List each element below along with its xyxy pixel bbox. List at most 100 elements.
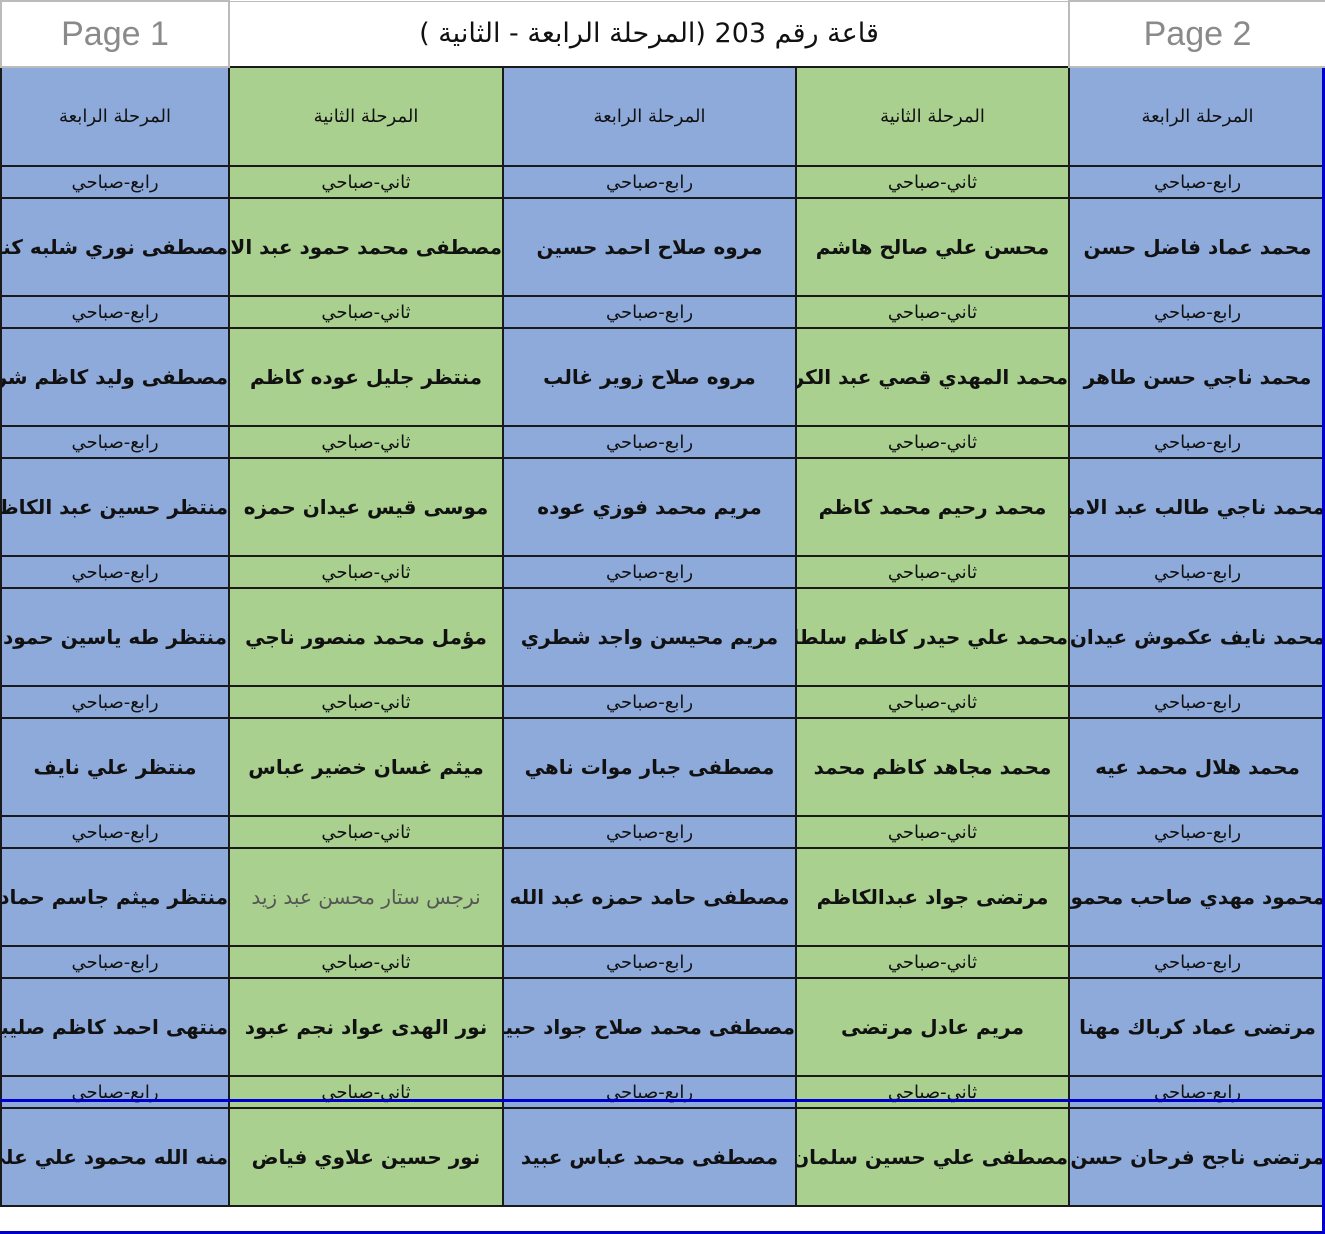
student-name-cell[interactable]: مصطفى محمد حمود عبد الامير (228, 197, 504, 297)
student-name-cell[interactable]: مصطفى محمد صلاح جواد حبيب (502, 977, 797, 1077)
stage-tag-cell[interactable]: رابع-صباحي (502, 555, 797, 589)
stage-tag-cell[interactable]: رابع-صباحي (502, 295, 797, 329)
page-1-watermark: Page 1 (0, 0, 230, 68)
student-name-cell[interactable]: منتظر حسين عبد الكاظم (0, 457, 230, 557)
stage-tag-cell[interactable]: رابع-صباحي (0, 295, 230, 329)
student-name-cell[interactable]: موسى قيس عيدان حمزه (228, 457, 504, 557)
stage-tag-cell[interactable]: رابع-صباحي (0, 1075, 230, 1109)
student-name-cell[interactable]: مصطفى محمد عباس عبيد (502, 1107, 797, 1207)
student-name-cell[interactable]: مصطفى نوري شلبه كنزوع (0, 197, 230, 297)
student-name-cell[interactable]: مصطفى جبار موات ناهي (502, 717, 797, 817)
stage-tag-cell[interactable]: رابع-صباحي (0, 815, 230, 849)
stage-tag-cell[interactable]: ثاني-صباحي (795, 815, 1070, 849)
stage-tag-cell[interactable]: رابع-صباحي (502, 425, 797, 459)
column-header[interactable]: المرحلة الثانية (795, 66, 1070, 167)
stage-tag-cell[interactable]: ثاني-صباحي (228, 1075, 504, 1109)
student-name-cell[interactable]: منتظر جليل عوده كاظم (228, 327, 504, 427)
stage-tag-cell[interactable]: ثاني-صباحي (228, 165, 504, 199)
student-name-cell[interactable]: مريم محيسن واجد شطري (502, 587, 797, 687)
stage-tag-cell[interactable]: ثاني-صباحي (795, 685, 1070, 719)
page-break-line-bottom (0, 1231, 1325, 1234)
student-name-cell[interactable]: مريم عادل مرتضى (795, 977, 1070, 1077)
stage-tag-row: رابع-صباحي ثاني-صباحي رابع-صباحي ثاني-صباحي… (0, 165, 1325, 199)
sheet-title[interactable]: قاعة رقم 203 (المرحلة الرابعة - الثانية … (228, 0, 1070, 68)
stage-tag-row: رابع-صباحي ثاني-صباحي رابع-صباحي ثاني-صباحي… (0, 1075, 1325, 1109)
student-name-cell[interactable]: محمد المهدي قصي عبد الكريم (795, 327, 1070, 427)
stage-tag-cell[interactable]: رابع-صباحي (502, 685, 797, 719)
student-name-cell[interactable]: محمد هلال محمد عيه (1068, 717, 1325, 817)
stage-tag-cell[interactable]: ثاني-صباحي (228, 555, 504, 589)
stage-tag-cell[interactable]: رابع-صباحي (0, 425, 230, 459)
stage-tag-cell[interactable]: رابع-صباحي (0, 945, 230, 979)
stage-tag-cell[interactable]: ثاني-صباحي (795, 555, 1070, 589)
stage-tag-cell[interactable]: ثاني-صباحي (228, 685, 504, 719)
stage-tag-row: رابع-صباحي ثاني-صباحي رابع-صباحي ثاني-صباحي… (0, 555, 1325, 589)
student-name-cell[interactable]: منتهى احمد كاظم صليبي (0, 977, 230, 1077)
stage-tag-cell[interactable]: رابع-صباحي (502, 165, 797, 199)
student-name-cell[interactable]: نور الهدى عواد نجم عبود (228, 977, 504, 1077)
student-name-cell[interactable]: نور حسين علاوي فياض (228, 1107, 504, 1207)
student-name-cell[interactable]: مصطفى حامد حمزه عبد الله (502, 847, 797, 947)
stage-tag-row: رابع-صباحي ثاني-صباحي رابع-صباحي ثاني-صباحي… (0, 945, 1325, 979)
stage-tag-cell[interactable]: رابع-صباحي (1068, 295, 1325, 329)
header-row: المرحلة الرابعة المرحلة الثانية المرحلة ال… (0, 66, 1325, 167)
stage-tag-cell[interactable]: رابع-صباحي (502, 1075, 797, 1109)
student-name-cell[interactable]: مرتضى ناجح فرحان حسن (1068, 1107, 1325, 1207)
student-name-cell[interactable]: منه الله محمود علي علي (0, 1107, 230, 1207)
column-header[interactable]: المرحلة الرابعة (0, 66, 230, 167)
student-name-cell[interactable]: مروه صلاح زوير غالب (502, 327, 797, 427)
stage-tag-cell[interactable]: ثاني-صباحي (795, 165, 1070, 199)
stage-tag-cell[interactable]: رابع-صباحي (1068, 555, 1325, 589)
stage-tag-cell[interactable]: ثاني-صباحي (228, 295, 504, 329)
stage-tag-cell[interactable]: رابع-صباحي (502, 815, 797, 849)
stage-tag-cell[interactable]: رابع-صباحي (0, 555, 230, 589)
stage-tag-cell[interactable]: رابع-صباحي (1068, 815, 1325, 849)
stage-tag-cell[interactable]: رابع-صباحي (1068, 1075, 1325, 1109)
student-name-cell[interactable]: مرتضى عماد كرباك مهنا (1068, 977, 1325, 1077)
student-name-cell[interactable]: محمد ناجي حسن طاهر (1068, 327, 1325, 427)
stage-tag-cell[interactable]: ثاني-صباحي (795, 295, 1070, 329)
stage-tag-cell[interactable]: ثاني-صباحي (795, 425, 1070, 459)
student-name-cell[interactable]: مريم محمد فوزي عوده (502, 457, 797, 557)
student-name-cell[interactable]: محمود مهدي صاحب محمود (1068, 847, 1325, 947)
student-row: محمود مهدي صاحب محمود مرتضى جواد عبدالكاظ… (0, 847, 1325, 947)
student-name-cell[interactable]: محمد علي حيدر كاظم سلطان (795, 587, 1070, 687)
stage-tag-cell[interactable]: رابع-صباحي (0, 685, 230, 719)
stage-tag-cell[interactable]: رابع-صباحي (1068, 685, 1325, 719)
stage-tag-cell[interactable]: رابع-صباحي (1068, 945, 1325, 979)
student-name-cell[interactable]: مصطفى علي حسين سلمان (795, 1107, 1070, 1207)
stage-tag-cell[interactable]: رابع-صباحي (0, 165, 230, 199)
stage-tag-cell[interactable]: رابع-صباحي (1068, 165, 1325, 199)
student-name-cell[interactable]: منتظر علي نايف (0, 717, 230, 817)
stage-tag-cell[interactable]: رابع-صباحي (502, 945, 797, 979)
student-name-cell[interactable]: محمد مجاهد كاظم محمد (795, 717, 1070, 817)
student-name-cell[interactable]: محمد رحيم محمد كاظم (795, 457, 1070, 557)
student-name-cell[interactable]: مروه صلاح احمد حسين (502, 197, 797, 297)
stage-tag-cell[interactable]: رابع-صباحي (1068, 425, 1325, 459)
student-name-cell[interactable]: محمد نايف عكموش عيدان (1068, 587, 1325, 687)
student-row: محمد نايف عكموش عيدان محمد علي حيدر كاظم … (0, 587, 1325, 687)
student-name-cell[interactable]: محمد ناجي طالب عبد الامير (1068, 457, 1325, 557)
stage-tag-cell[interactable]: ثاني-صباحي (795, 1075, 1070, 1109)
page-break-line-right (1322, 68, 1325, 1234)
student-name-cell[interactable]: مؤمل محمد منصور ناجي (228, 587, 504, 687)
student-row: محمد عماد فاضل حسن محسن علي صالح هاشم مروه… (0, 197, 1325, 297)
stage-tag-cell[interactable]: ثاني-صباحي (795, 945, 1070, 979)
student-name-cell[interactable]: مرتضى جواد عبدالكاظم (795, 847, 1070, 947)
column-header[interactable]: المرحلة الرابعة (1068, 66, 1325, 167)
student-name-cell[interactable]: منتظر ميثم جاسم حمادي (0, 847, 230, 947)
student-name-cell[interactable]: منتظر طه ياسين حمود (0, 587, 230, 687)
stage-tag-row: رابع-صباحي ثاني-صباحي رابع-صباحي ثاني-صباحي… (0, 295, 1325, 329)
stage-tag-cell[interactable]: ثاني-صباحي (228, 815, 504, 849)
stage-tag-cell[interactable]: ثاني-صباحي (228, 425, 504, 459)
student-row: محمد ناجي حسن طاهر محمد المهدي قصي عبد ال… (0, 327, 1325, 427)
student-name-cell[interactable]: نرجس ستار محسن عبد زيد (228, 847, 504, 947)
student-name-cell[interactable]: ميثم غسان خضير عباس (228, 717, 504, 817)
student-name-cell[interactable]: مصطفى وليد كاظم شرقي (0, 327, 230, 427)
column-header[interactable]: المرحلة الرابعة (502, 66, 797, 167)
student-row: محمد ناجي طالب عبد الامير محمد رحيم محمد … (0, 457, 1325, 557)
stage-tag-cell[interactable]: ثاني-صباحي (228, 945, 504, 979)
student-name-cell[interactable]: محسن علي صالح هاشم (795, 197, 1070, 297)
student-name-cell[interactable]: محمد عماد فاضل حسن (1068, 197, 1325, 297)
column-header[interactable]: المرحلة الثانية (228, 66, 504, 167)
